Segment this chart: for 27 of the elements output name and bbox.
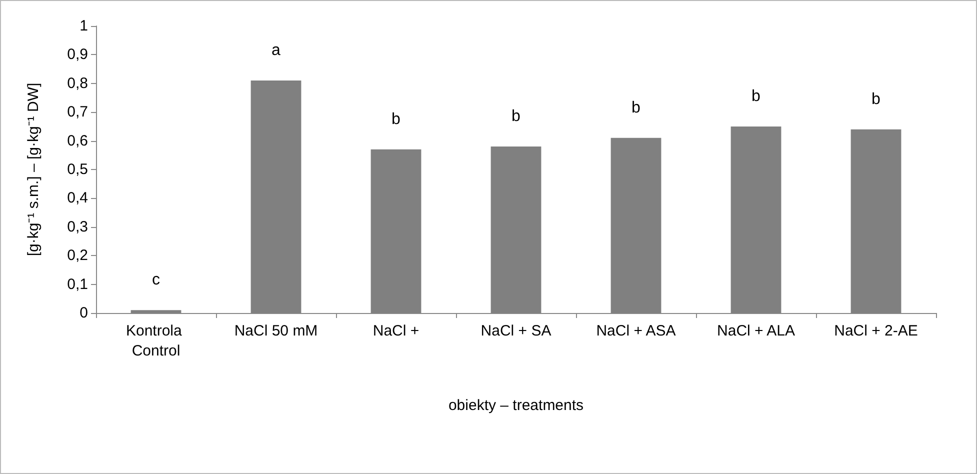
x-axis-title: obiekty – treatments bbox=[448, 397, 584, 414]
y-tick-label: 0,2 bbox=[67, 247, 88, 264]
x-tick-label: Kontrola Control bbox=[126, 322, 186, 360]
y-tick-label: 0,5 bbox=[67, 161, 88, 178]
x-tick-label: NaCl + 2-AE bbox=[834, 322, 918, 340]
y-tick-label: 0,9 bbox=[67, 46, 88, 64]
y-tick-label: 0,8 bbox=[67, 74, 88, 92]
annotation: b bbox=[392, 110, 401, 128]
y-tick-label: 0,1 bbox=[67, 276, 88, 293]
annotation: b bbox=[512, 108, 521, 126]
y-tick-label: 1 bbox=[80, 18, 88, 34]
annotation: b bbox=[752, 88, 761, 105]
x-tick-label: NaCl + ASA bbox=[596, 322, 676, 340]
y-tick-label: 0 bbox=[80, 304, 88, 322]
y-axis-title: [g·kg⁻¹ s.m.] – [g·kg⁻¹ DW] bbox=[25, 82, 42, 256]
y-tick-label: 0,6 bbox=[67, 132, 88, 150]
annotation: b bbox=[872, 90, 881, 108]
x-tick-label: NaCl 50 mM bbox=[234, 322, 318, 340]
x-tick-label: NaCl + SA bbox=[480, 322, 552, 340]
y-tick-label: 0,3 bbox=[67, 218, 88, 236]
y-tick-label: 0,4 bbox=[67, 190, 88, 207]
annotation: c bbox=[152, 272, 160, 289]
annotation: a bbox=[272, 42, 281, 60]
x-tick-label: NaCl + bbox=[372, 322, 420, 340]
x-tick-label: NaCl + ALA bbox=[717, 322, 795, 340]
y-tick-label: 0,7 bbox=[67, 104, 88, 121]
annotation: b bbox=[632, 99, 641, 116]
